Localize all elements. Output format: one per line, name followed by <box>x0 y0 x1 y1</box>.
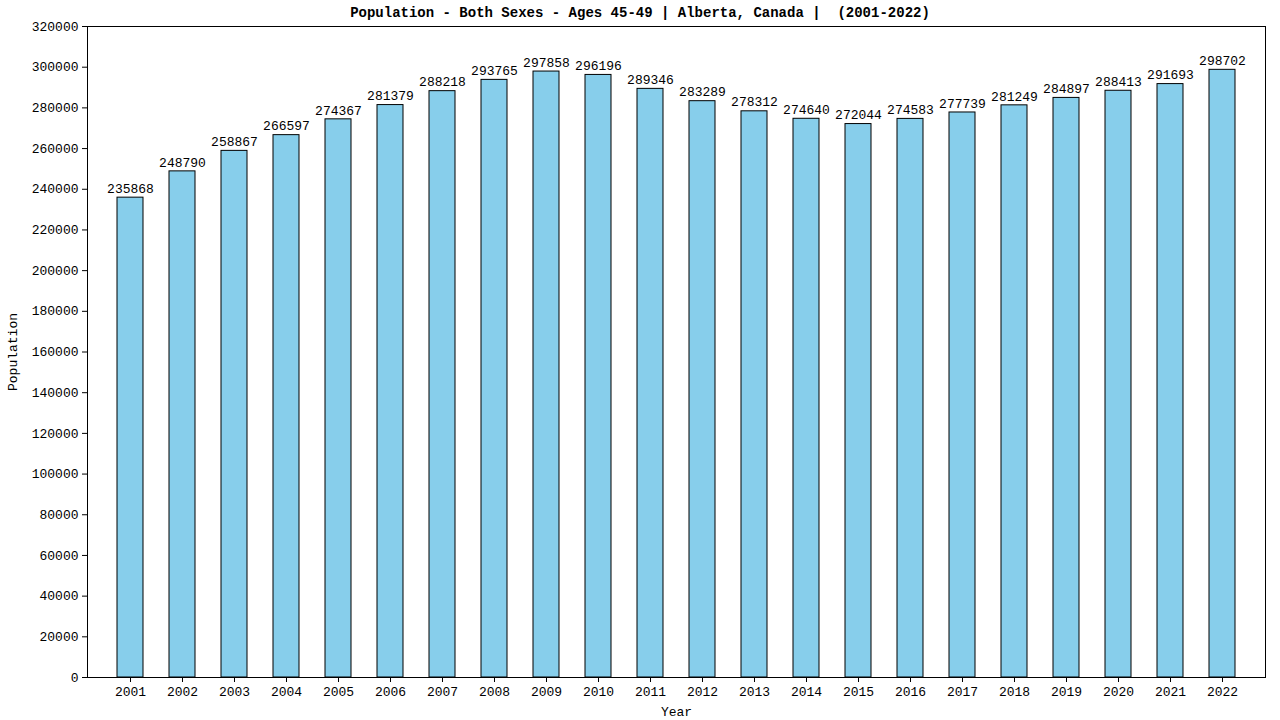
svg-text:266597: 266597 <box>263 119 310 134</box>
svg-text:296196: 296196 <box>575 59 622 74</box>
svg-text:2004: 2004 <box>271 685 302 700</box>
svg-text:2003: 2003 <box>219 685 250 700</box>
svg-text:220000: 220000 <box>32 223 79 238</box>
svg-text:100000: 100000 <box>32 467 79 482</box>
svg-text:180000: 180000 <box>32 304 79 319</box>
svg-text:40000: 40000 <box>39 589 78 604</box>
svg-text:20000: 20000 <box>39 630 78 645</box>
svg-text:160000: 160000 <box>32 345 79 360</box>
svg-text:0: 0 <box>71 671 79 686</box>
svg-text:2021: 2021 <box>1155 685 1186 700</box>
svg-text:288218: 288218 <box>419 75 466 90</box>
svg-text:240000: 240000 <box>32 182 79 197</box>
svg-text:2022: 2022 <box>1207 685 1238 700</box>
svg-text:280000: 280000 <box>32 101 79 116</box>
svg-text:2015: 2015 <box>843 685 874 700</box>
svg-text:2001: 2001 <box>115 685 146 700</box>
svg-text:320000: 320000 <box>32 22 79 35</box>
svg-text:2011: 2011 <box>635 685 666 700</box>
svg-text:2018: 2018 <box>999 685 1030 700</box>
svg-text:140000: 140000 <box>32 386 79 401</box>
svg-text:2007: 2007 <box>427 685 458 700</box>
svg-text:272044: 272044 <box>835 108 882 123</box>
svg-text:2016: 2016 <box>895 685 926 700</box>
svg-text:281249: 281249 <box>991 89 1038 104</box>
svg-text:2017: 2017 <box>947 685 978 700</box>
svg-text:297858: 297858 <box>523 56 570 71</box>
svg-text:289346: 289346 <box>627 73 674 88</box>
svg-text:200000: 200000 <box>32 264 79 279</box>
svg-text:260000: 260000 <box>32 142 79 157</box>
svg-text:274583: 274583 <box>887 103 934 118</box>
html-text:Population - Both Sexes - Ages: Population - Both Sexes - Ages 45-49 | A… <box>350 5 930 21</box>
svg-text:274367: 274367 <box>315 103 362 118</box>
svg-text:291693: 291693 <box>1147 68 1194 83</box>
svg-text:2019: 2019 <box>1051 685 1082 700</box>
svg-text:293765: 293765 <box>471 64 518 79</box>
svg-text:274640: 274640 <box>783 103 830 118</box>
svg-text:Population: Population <box>6 313 21 391</box>
svg-text:298702: 298702 <box>1199 54 1246 69</box>
svg-text:2005: 2005 <box>323 685 354 700</box>
svg-text:258867: 258867 <box>211 135 258 150</box>
svg-text:2020: 2020 <box>1103 685 1134 700</box>
svg-text:288413: 288413 <box>1095 75 1142 90</box>
svg-text:278312: 278312 <box>731 95 778 110</box>
svg-text:2009: 2009 <box>531 685 562 700</box>
svg-text:2010: 2010 <box>583 685 614 700</box>
svg-text:283289: 283289 <box>679 85 726 100</box>
svg-text:248790: 248790 <box>159 156 206 171</box>
svg-text:284897: 284897 <box>1043 82 1090 97</box>
svg-text:2002: 2002 <box>167 685 198 700</box>
svg-text:300000: 300000 <box>32 60 79 75</box>
svg-text:277739: 277739 <box>939 97 986 112</box>
svg-text:120000: 120000 <box>32 427 79 442</box>
svg-text:235868: 235868 <box>107 182 154 197</box>
svg-text:2013: 2013 <box>739 685 770 700</box>
svg-text:2012: 2012 <box>687 685 718 700</box>
svg-text:2006: 2006 <box>375 685 406 700</box>
svg-text:281379: 281379 <box>367 89 414 104</box>
svg-text:80000: 80000 <box>39 508 78 523</box>
svg-text:60000: 60000 <box>39 549 78 564</box>
svg-text:Year: Year <box>661 705 692 720</box>
svg-text:2014: 2014 <box>791 685 822 700</box>
svg-text:2008: 2008 <box>479 685 510 700</box>
